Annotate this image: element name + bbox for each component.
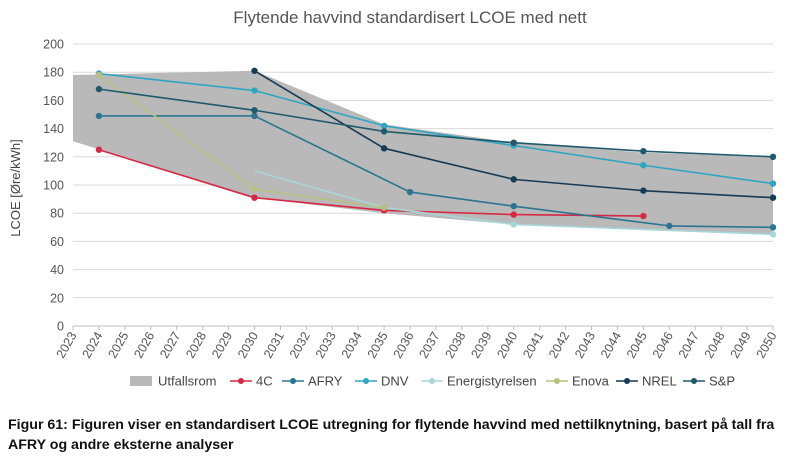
range-band bbox=[73, 70, 773, 235]
chart: 0 20 40 60 80 100 120 140 160 180 200 2023 2024 2025 2… bbox=[8, 8, 780, 389]
series-line bbox=[254, 170, 774, 236]
x-tick-label: 2030 bbox=[235, 329, 261, 360]
x-tick-label: 2024 bbox=[79, 329, 105, 360]
data-point bbox=[251, 194, 258, 201]
legend-label: Utfallsrom bbox=[158, 374, 217, 389]
x-tick-label: 2028 bbox=[183, 329, 209, 360]
data-point bbox=[769, 231, 777, 238]
data-point bbox=[95, 85, 103, 93]
x-tick-label: 2043 bbox=[572, 329, 598, 360]
y-tick-label: 40 bbox=[50, 263, 64, 277]
data-point bbox=[251, 107, 258, 114]
legend: Utfallsrom 4C AFRY DNV Energistyrelsen Enova N… bbox=[130, 374, 735, 389]
y-tick-label: 200 bbox=[43, 38, 64, 52]
x-tick-label: 2032 bbox=[287, 329, 313, 360]
legend-marker bbox=[691, 378, 697, 384]
data-point bbox=[510, 221, 517, 228]
x-tick-label: 2047 bbox=[676, 329, 702, 360]
y-tick-label: 160 bbox=[43, 94, 64, 108]
y-tick-label: 80 bbox=[50, 207, 64, 221]
data-point bbox=[640, 212, 647, 220]
data-point bbox=[95, 71, 103, 79]
legend-label: DNV bbox=[381, 374, 409, 389]
series-lines bbox=[95, 67, 777, 238]
legend-marker bbox=[290, 378, 296, 384]
legend-marker bbox=[554, 378, 560, 384]
legend-label: AFRY bbox=[308, 374, 343, 389]
x-tick-label: 2029 bbox=[209, 329, 235, 360]
data-point bbox=[95, 112, 103, 120]
data-point bbox=[640, 147, 647, 155]
legend-label: S&P bbox=[709, 374, 735, 389]
x-tick-label: 2023 bbox=[54, 329, 80, 360]
data-point bbox=[380, 128, 388, 135]
x-tick-label: 2046 bbox=[650, 329, 676, 360]
x-tick-label: 2040 bbox=[494, 329, 520, 360]
y-tick-label: 180 bbox=[43, 66, 64, 80]
data-point bbox=[380, 122, 388, 129]
legend-label: Enova bbox=[572, 374, 610, 389]
x-tick-label: 2045 bbox=[624, 329, 650, 360]
data-point bbox=[769, 153, 777, 160]
y-tick-label: 120 bbox=[43, 150, 64, 164]
x-tick-label: 2048 bbox=[702, 329, 728, 360]
data-point bbox=[380, 145, 388, 152]
x-tick-label: 2031 bbox=[261, 329, 287, 360]
x-tick-label: 2034 bbox=[339, 329, 365, 360]
y-tick-label: 100 bbox=[43, 179, 64, 193]
legend-marker bbox=[363, 378, 369, 384]
data-point bbox=[510, 176, 517, 183]
data-point bbox=[666, 222, 673, 230]
figure-caption: Figur 61: Figuren viser en standardisert… bbox=[8, 417, 775, 453]
x-tick-label: 2026 bbox=[131, 329, 157, 360]
x-tick-label: 2033 bbox=[313, 329, 339, 360]
legend-marker bbox=[238, 378, 244, 384]
legend-label: NREL bbox=[642, 374, 677, 389]
y-tick-label: 20 bbox=[50, 291, 64, 305]
data-point bbox=[769, 194, 777, 201]
legend-swatch bbox=[130, 376, 152, 386]
series-line bbox=[98, 115, 774, 229]
data-point bbox=[510, 202, 517, 210]
data-point bbox=[380, 204, 388, 211]
x-tick-label: 2050 bbox=[754, 329, 780, 360]
data-point bbox=[95, 146, 103, 153]
x-tick-label: 2042 bbox=[546, 329, 572, 360]
data-point bbox=[510, 139, 517, 146]
data-point bbox=[640, 187, 647, 194]
data-point bbox=[251, 67, 258, 74]
x-tick-label: 2039 bbox=[468, 329, 494, 360]
x-tick-label: 2041 bbox=[520, 329, 546, 360]
legend-label: 4C bbox=[256, 374, 273, 389]
x-tick-label: 2038 bbox=[442, 329, 468, 360]
x-tick-label: 2037 bbox=[417, 329, 443, 360]
x-tick-label: 2036 bbox=[391, 329, 417, 360]
data-point bbox=[510, 211, 517, 218]
data-point bbox=[251, 87, 258, 94]
y-axis-label: LCOE [Øre/kWh] bbox=[8, 139, 23, 237]
data-point bbox=[251, 112, 258, 120]
legend-marker bbox=[429, 378, 435, 384]
data-point bbox=[769, 180, 777, 187]
series-line bbox=[98, 88, 774, 158]
x-tick-label: 2044 bbox=[598, 329, 624, 360]
x-tick-label: 2027 bbox=[157, 329, 183, 360]
x-tick-label: 2035 bbox=[365, 329, 391, 360]
legend-marker bbox=[624, 378, 630, 384]
data-point bbox=[406, 188, 414, 196]
chart-title: Flytende havvind standardisert LCOE med … bbox=[233, 8, 587, 27]
data-point bbox=[769, 224, 777, 231]
data-point bbox=[640, 162, 647, 169]
x-tick-label: 2049 bbox=[728, 329, 754, 360]
y-tick-label: 140 bbox=[43, 122, 64, 136]
series-line bbox=[98, 72, 774, 185]
data-point bbox=[251, 186, 258, 193]
x-tick-label: 2025 bbox=[105, 329, 131, 360]
y-tick-label: 60 bbox=[50, 235, 64, 249]
y-tick-label: 0 bbox=[57, 320, 64, 334]
legend-label: Energistyrelsen bbox=[447, 374, 537, 389]
range-band-area bbox=[73, 70, 773, 235]
